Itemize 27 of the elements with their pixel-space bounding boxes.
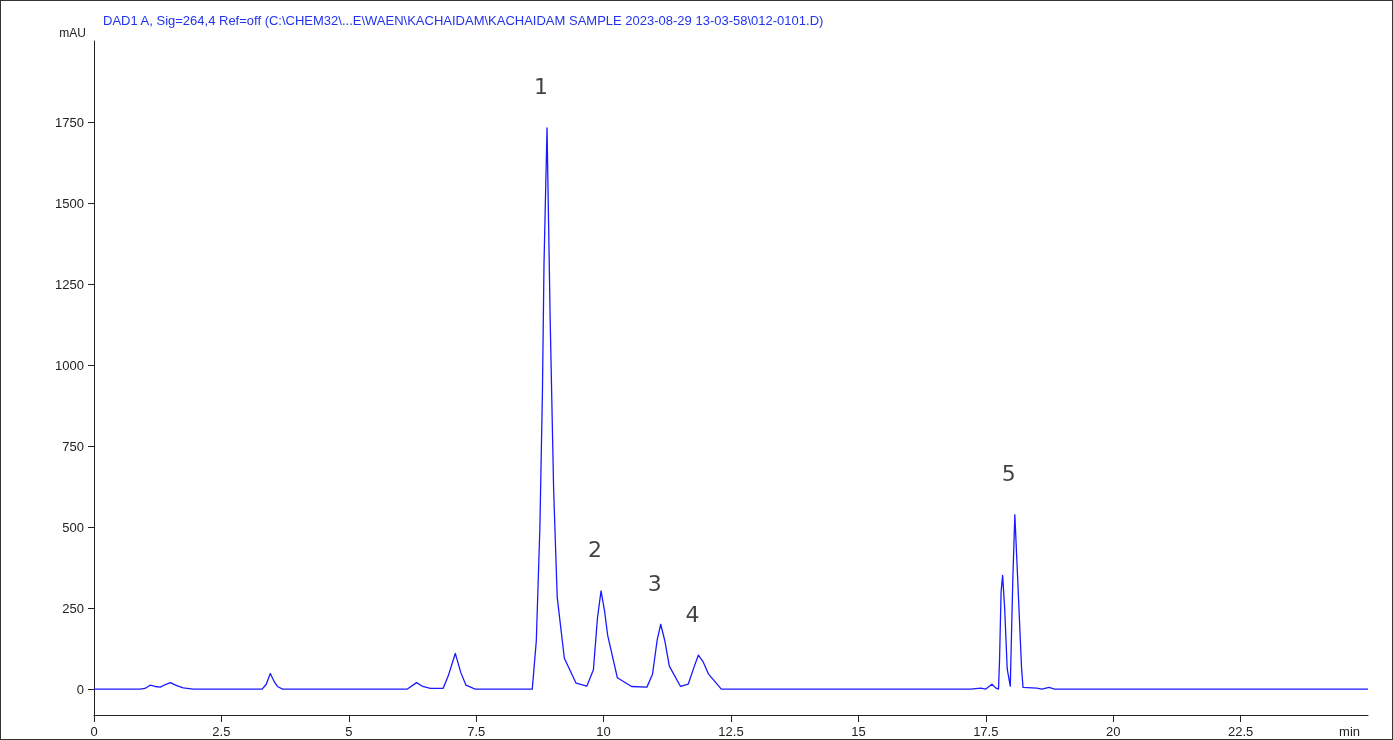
y-tick-label: 750 (62, 438, 84, 454)
y-tick-label: 500 (62, 519, 84, 535)
chart-title: DAD1 A, Sig=264,4 Ref=off (C:\CHEM32\...E\WAEN\KACHAIDAM\KACHAIDAM SAMPLE 2023-08-29 13-03-58\012-0101.D) (103, 13, 824, 28)
x-tick-label: 2.5 (212, 724, 231, 739)
annotation: 4 (685, 601, 700, 627)
x-tick-label: 0 (90, 724, 98, 739)
y-tick-label: 1250 (55, 276, 84, 292)
y-tick-label: 1000 (55, 357, 84, 373)
x-axis-title: min (1339, 724, 1360, 739)
x-tick-label: 5 (345, 724, 353, 739)
x-tick-label: 20 (1105, 724, 1121, 739)
y-tick-label: 250 (62, 600, 84, 616)
x-tick-label: 15 (851, 724, 866, 739)
line-series (93, 127, 1369, 690)
annotation: 1 (534, 74, 549, 100)
x-tick-label: 7.5 (467, 724, 486, 739)
x-tick-label: 12.5 (718, 724, 744, 739)
y-tick-label: 0 (76, 681, 84, 697)
x-tick-label: 10 (596, 724, 611, 739)
annotation: 5 (1001, 461, 1016, 487)
y-axis-title: mAU (59, 26, 86, 40)
y-tick-label: 1500 (55, 195, 84, 211)
x-tick-label: 17.5 (973, 724, 999, 739)
x-tick-label: 22.5 (1227, 724, 1254, 739)
y-tick-label: 1750 (55, 114, 84, 130)
annotation: 3 (647, 570, 662, 596)
annotation: 2 (588, 537, 603, 563)
